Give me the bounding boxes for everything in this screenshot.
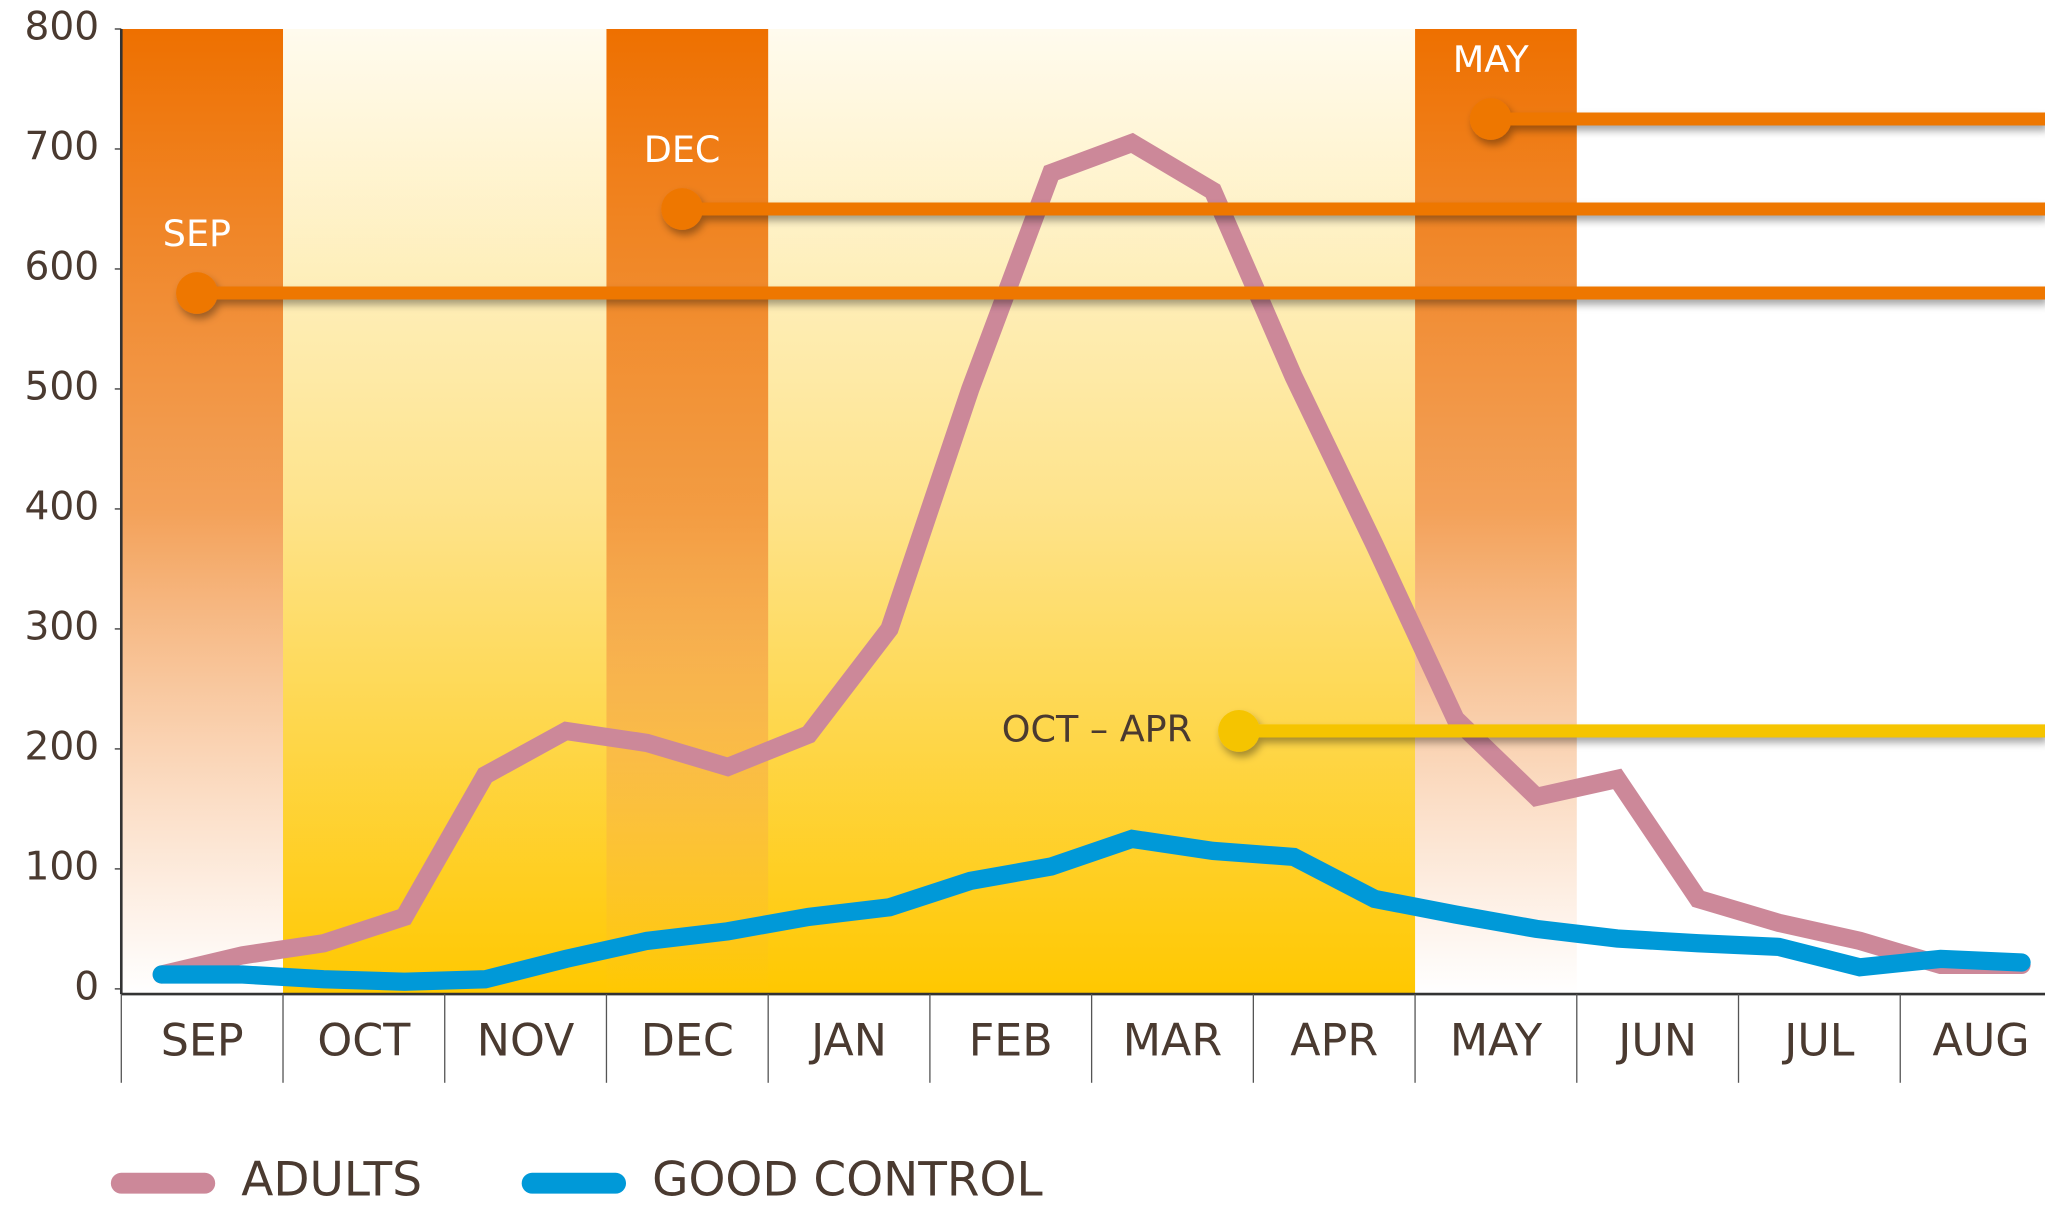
x-tick-label: JUN [1615,1016,1697,1067]
series-line [152,829,2031,991]
annotation-dot [1218,710,1260,752]
x-tick-label: APR [1290,1016,1378,1067]
x-tick-label: MAR [1123,1016,1222,1067]
x-tick-label: MAY [1450,1016,1543,1067]
oct-apr-band [283,28,1416,995]
legend-label: ADULTS [241,1153,422,1207]
y-tick-label: 100 [24,844,99,889]
y-tick-label: 0 [74,964,99,1009]
y-tick-label: 500 [24,364,99,409]
y-tick-label: 800 [24,4,99,49]
x-tick-label: DEC [641,1016,734,1067]
month-band [1415,28,1577,995]
annotation-label: MAY [1453,38,1530,81]
x-tick-label: JAN [808,1016,887,1067]
y-tick-label: 200 [24,724,99,769]
month-band [121,28,284,995]
legend-label: GOOD CONTROL [652,1153,1043,1207]
y-tick-label: 400 [24,484,99,529]
annotation [176,272,2045,314]
y-tick-label: 600 [24,244,99,289]
x-tick-label: NOV [477,1016,575,1067]
annotation-dot [661,188,703,230]
x-tick-label: JUL [1781,1016,1855,1067]
annotation [661,188,2045,230]
annotation [1469,98,2045,140]
x-tick-label: FEB [969,1016,1053,1067]
annotation-label: OCT – APR [1002,707,1192,750]
x-tick-label: AUG [1933,1016,2030,1067]
y-tick-label: 700 [24,124,99,169]
series-line [152,132,2031,984]
annotation [1218,710,2045,752]
y-tick-label: 300 [24,604,99,649]
annotation-dot [1469,98,1512,140]
month-band [606,28,769,995]
x-tick-label: SEP [161,1016,244,1067]
annotation-dot [176,272,218,314]
annotation-label: DEC [644,128,721,171]
annotation-label: SEP [163,212,231,255]
x-tick-label: OCT [317,1016,411,1067]
